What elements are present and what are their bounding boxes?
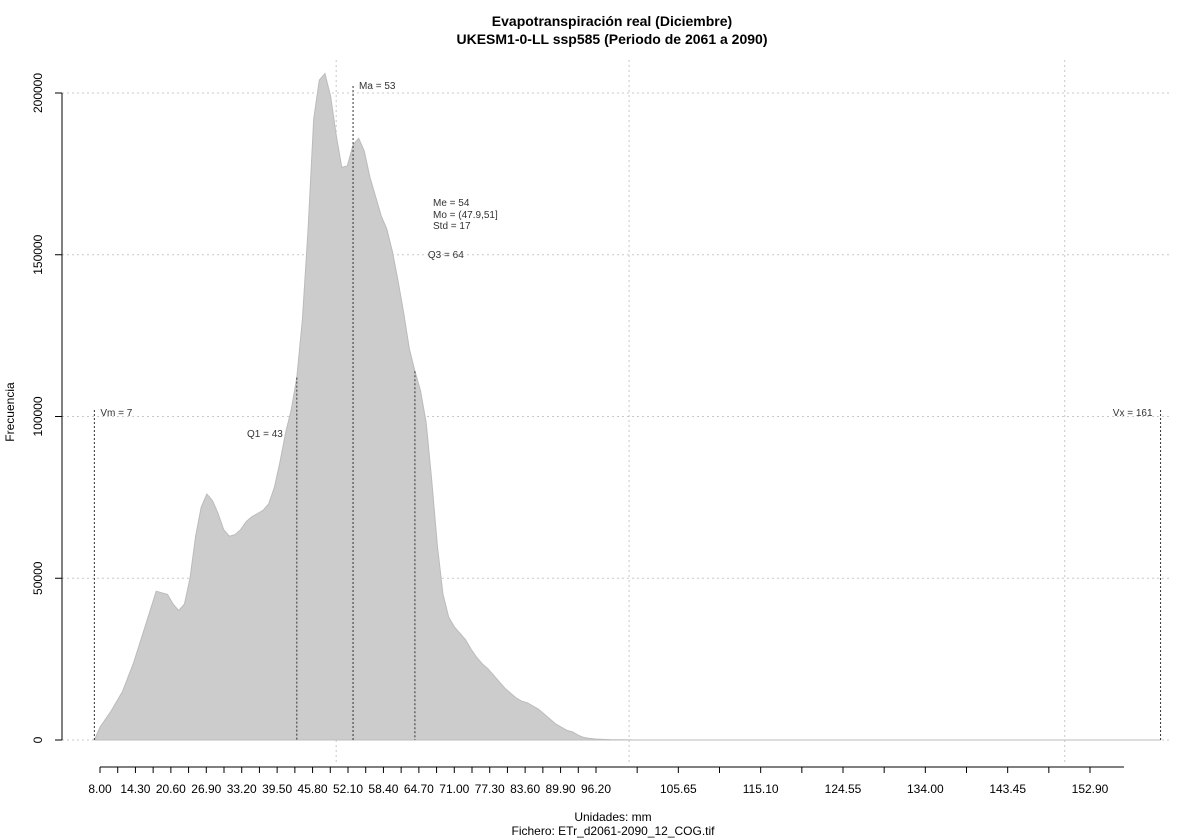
vx-label: Vx = 161	[1113, 408, 1153, 419]
y-tick-label: 100000	[31, 396, 45, 436]
x-tick-label: 134.00	[907, 782, 944, 796]
q3-label: Q3 = 64	[428, 250, 464, 261]
file-name: Fichero: ETr_d2061-2090_12_COG.tif	[512, 824, 716, 838]
x-tick-label: 152.90	[1072, 782, 1109, 796]
x-tick-label: 71.00	[439, 782, 469, 796]
x-tick-label: 26.90	[191, 782, 221, 796]
x-tick-label: 20.60	[156, 782, 186, 796]
x-tick-label: 124.55	[825, 782, 862, 796]
x-tick-label: 143.45	[989, 782, 1026, 796]
x-tick-label: 115.10	[743, 782, 779, 796]
x-tick-label: 105.65	[660, 782, 697, 796]
x-tick-label: 39.50	[262, 782, 292, 796]
x-tick-label: 83.60	[510, 782, 540, 796]
x-tick-label: 52.10	[333, 782, 363, 796]
std-label: Std = 17	[433, 221, 471, 232]
x-tick-label: 96.20	[581, 782, 611, 796]
y-tick-label: 200000	[31, 73, 45, 113]
q1-label: Q1 = 43	[247, 429, 283, 440]
x-tick-label: 8.00	[88, 782, 112, 796]
x-axis-label: Unidades: mm	[574, 810, 651, 824]
ma-label: Ma = 53	[359, 81, 396, 92]
y-tick-label: 150000	[31, 234, 45, 274]
y-axis: 0 50000 100000 150000 200000	[31, 73, 63, 743]
mo-label: Mo = (47.9,51]	[433, 210, 498, 221]
chart-subtitle: UKESM1-0-LL ssp585 (Periodo de 2061 a 20…	[457, 31, 768, 47]
x-tick-label: 77.30	[475, 782, 505, 796]
x-tick-label: 58.40	[368, 782, 398, 796]
statistic-lines	[93, 86, 1162, 740]
y-tick-label: 50000	[31, 561, 45, 595]
x-axis: 8.00 14.30 20.60 26.90 33.20 39.50 45.80 52.10 5…	[88, 766, 1124, 796]
x-tick-label: 45.80	[298, 782, 328, 796]
x-tick-label: 33.20	[227, 782, 257, 796]
chart-title: Evapotranspiración real (Diciembre)	[492, 13, 732, 29]
me-label: Me = 54	[433, 198, 470, 209]
x-tick-label: 89.90	[546, 782, 576, 796]
y-axis-label: Frecuencia	[3, 382, 17, 442]
density-area	[93, 72, 1161, 741]
y-tick-label: 0	[31, 736, 45, 743]
vm-label: Vm = 7	[100, 408, 132, 419]
x-tick-label: 14.30	[120, 782, 150, 796]
x-tick-label: 64.70	[404, 782, 434, 796]
